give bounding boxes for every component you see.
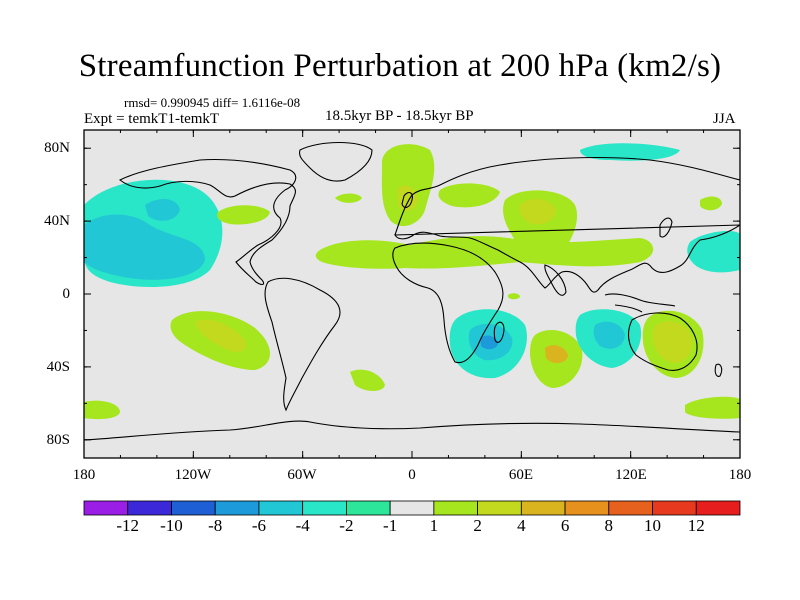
colorbar-label: 4 bbox=[517, 516, 526, 535]
contour-fields bbox=[84, 143, 740, 420]
lon-label: 0 bbox=[408, 467, 416, 483]
lat-label: 40S bbox=[46, 359, 70, 375]
coastlines bbox=[84, 142, 740, 441]
colorbar-label: 10 bbox=[644, 516, 662, 535]
colorbar-swatch bbox=[695, 500, 741, 516]
contour-fill bbox=[350, 369, 385, 391]
contour-fill bbox=[508, 293, 520, 300]
colorbar-swatch bbox=[477, 500, 522, 516]
colorbar-label: -1 bbox=[383, 516, 398, 535]
lon-label: 180 bbox=[728, 467, 752, 483]
lat-label: 80S bbox=[46, 432, 70, 448]
colorbar bbox=[83, 500, 741, 516]
colorbar-swatch bbox=[652, 500, 697, 516]
lon-label: 120W bbox=[174, 467, 212, 483]
plot-title: Streamfunction Perturbation at 200 hPa (… bbox=[78, 48, 722, 84]
contour-fill bbox=[545, 345, 568, 364]
coastline-japan bbox=[659, 217, 673, 238]
lat-label: 0 bbox=[62, 286, 71, 302]
period-label: 18.5kyr BP - 18.5kyr BP bbox=[325, 108, 474, 124]
colorbar-swatch bbox=[345, 500, 391, 516]
coastline-north-america bbox=[118, 158, 297, 285]
colorbar-label: 8 bbox=[604, 516, 614, 535]
colorbar-swatch bbox=[127, 500, 172, 516]
colorbar-swatch bbox=[520, 500, 566, 516]
colorbar-swatch bbox=[564, 500, 610, 516]
contour-fill bbox=[315, 236, 654, 269]
colorbar-label: 1 bbox=[429, 516, 439, 535]
coastline-antarctica bbox=[84, 420, 740, 441]
colorbar-swatch bbox=[83, 500, 129, 516]
contour-fill bbox=[84, 400, 120, 420]
colorbar-label: -4 bbox=[295, 516, 310, 535]
coastline-africa bbox=[392, 242, 504, 364]
lon-label: 60W bbox=[287, 467, 317, 483]
lat-label: 40N bbox=[44, 213, 70, 229]
contour-fill bbox=[195, 319, 247, 352]
lon-label: 60E bbox=[508, 467, 534, 483]
colorbar-swatch bbox=[389, 500, 435, 516]
colorbar-swatch bbox=[258, 500, 304, 516]
coastline-new-zealand bbox=[714, 363, 723, 377]
colorbar-label: -10 bbox=[160, 516, 183, 535]
contour-fill bbox=[593, 321, 625, 349]
lon-label: 180 bbox=[72, 467, 96, 483]
contour-fill bbox=[685, 396, 740, 419]
coastline-australia bbox=[627, 312, 698, 371]
contour-fill bbox=[438, 183, 500, 208]
season-label: JJA bbox=[713, 111, 736, 127]
contour-fill bbox=[580, 143, 680, 161]
lon-label: 120E bbox=[615, 467, 647, 483]
contour-fill bbox=[335, 193, 362, 203]
colorbar-label: 12 bbox=[687, 516, 705, 535]
contour-fill bbox=[217, 205, 270, 225]
coastline-south-america bbox=[264, 277, 341, 412]
coastline-india bbox=[544, 264, 567, 296]
colorbar-swatch bbox=[608, 500, 653, 516]
colorbar-label: -2 bbox=[339, 516, 354, 535]
coastline-greenland bbox=[298, 142, 373, 182]
contour-fill bbox=[84, 214, 205, 280]
contour-fill bbox=[480, 335, 498, 350]
colorbar-swatch bbox=[214, 500, 260, 516]
colorbar-label: -12 bbox=[116, 516, 140, 535]
coastline-madagascar bbox=[493, 321, 505, 343]
colorbar-label: -6 bbox=[251, 516, 267, 535]
experiment-label: Expt = temkT1-temkT bbox=[84, 111, 220, 127]
contour-fill bbox=[519, 198, 556, 225]
contour-fill bbox=[381, 144, 435, 227]
colorbar-label: 2 bbox=[473, 516, 482, 535]
colorbar-label: -8 bbox=[208, 516, 223, 535]
colorbar-swatch bbox=[433, 500, 479, 516]
coastline-uk bbox=[401, 191, 413, 209]
colorbar-swatch bbox=[171, 500, 216, 516]
contour-fill bbox=[652, 321, 693, 363]
contour-fill bbox=[687, 230, 740, 273]
coastline-indonesia bbox=[604, 293, 676, 313]
lat-label: 80N bbox=[44, 140, 70, 156]
contour-fill bbox=[398, 185, 418, 212]
contour-fill bbox=[700, 196, 722, 211]
colorbar-label: 6 bbox=[560, 516, 570, 535]
contour-fill bbox=[145, 198, 180, 221]
colorbar-swatch bbox=[302, 500, 347, 516]
stats-label: rmsd= 0.990945 diff= 1.6116e-08 bbox=[124, 95, 301, 110]
